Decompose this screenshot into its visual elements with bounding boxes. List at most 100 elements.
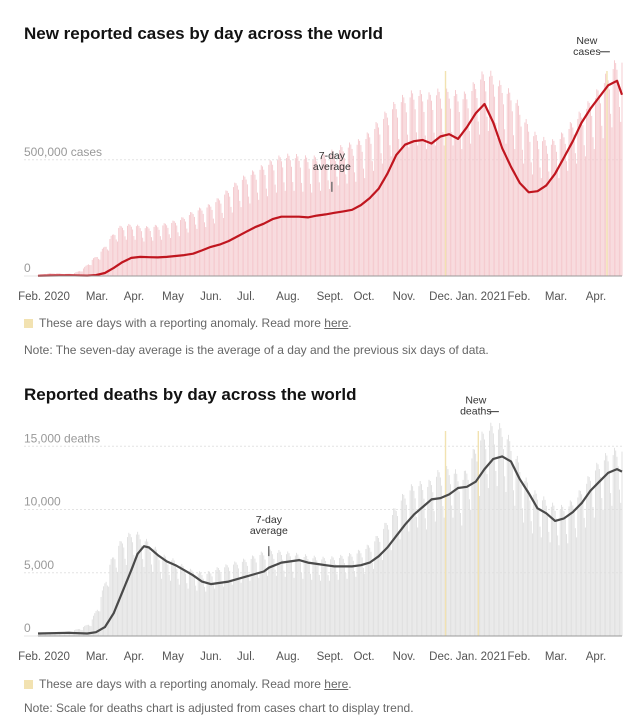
daily-bar [159,571,161,636]
daily-bar [178,584,180,636]
x-tick-label: Aug. [276,291,300,303]
daily-bar [539,167,541,276]
daily-bar [200,208,202,276]
daily-bar [510,100,512,276]
daily-bar [238,568,239,636]
daily-bar [433,132,435,276]
daily-bar [621,451,623,636]
daily-bar [433,511,435,636]
x-tick-label: Oct. [353,651,374,663]
daily-bar [526,124,528,276]
daily-bar [463,91,465,276]
daily-bar [419,480,421,636]
daily-bar [514,149,516,276]
daily-bar [463,470,465,636]
daily-bar [394,508,396,636]
daily-bar [439,477,441,636]
x-tick-label: Apr. [586,291,606,303]
anomaly-bar [606,71,608,276]
daily-bar [229,196,231,276]
daily-bar [91,259,93,276]
daily-bar [86,264,88,276]
deaths-read-more-link[interactable]: here [324,677,349,691]
daily-bar [597,90,599,276]
daily-bar [398,138,400,276]
daily-bar [508,434,509,636]
cases-read-more-link[interactable]: here [324,316,349,330]
daily-bar [400,500,402,636]
x-tick-label: Mar. [545,291,567,303]
daily-bar [214,223,216,276]
daily-bar [76,271,78,276]
daily-bar [384,522,386,636]
daily-bar [114,559,116,636]
y-tick-label: 500,000 cases [24,145,102,159]
daily-bar [475,453,477,636]
daily-bar [456,473,458,636]
daily-bar [326,565,328,636]
daily-bar [250,174,252,276]
daily-bar [146,538,147,636]
daily-bar [521,149,523,276]
daily-bar [571,123,572,276]
daily-bar [299,562,301,636]
daily-bar [88,264,89,276]
daily-bar [557,535,559,636]
daily-bar [293,190,295,276]
daily-bar [118,545,120,636]
daily-bar [40,634,41,636]
daily-bar [617,80,619,276]
daily-bar [465,470,467,636]
daily-bar [598,469,600,636]
daily-bar [43,633,45,636]
daily-bar [436,476,438,636]
daily-bar [598,95,600,276]
daily-bar [484,81,485,276]
daily-bar [414,498,416,636]
daily-bar [217,198,219,276]
daily-bar [180,220,181,276]
daily-bar [486,474,488,636]
daily-bar [562,133,564,276]
daily-bar [592,507,594,636]
daily-bar [566,534,567,636]
daily-bar [327,575,329,636]
daily-bar [254,558,256,636]
daily-bar [414,109,416,276]
daily-bar [450,484,451,636]
daily-bar [80,271,82,276]
daily-bar [540,537,542,636]
x-tick-label: Feb. 2020 [18,651,70,663]
daily-bar [81,271,83,276]
daily-bar [50,632,52,636]
x-tick-label: Apr. [586,651,606,663]
x-tick-label: Mar. [86,291,108,303]
daily-bar [422,101,424,277]
daily-bar [254,174,256,276]
daily-bar [354,571,356,636]
annotation-text: average [313,161,351,173]
daily-bar [415,132,417,276]
daily-bar [220,573,222,636]
daily-bar [350,554,352,636]
daily-bar [168,574,170,636]
daily-bar [167,564,169,636]
daily-bar [42,633,44,636]
daily-bar [132,229,134,276]
daily-bar [508,88,509,276]
daily-bar [228,567,229,636]
daily-bar [579,113,581,276]
daily-bar [385,113,387,276]
daily-bar [588,477,590,636]
daily-bar [152,571,154,636]
daily-bar [241,561,243,636]
daily-bar [111,234,113,276]
daily-bar [489,430,491,636]
daily-bar [397,117,398,277]
daily-bar [535,135,537,276]
daily-bar [564,517,566,636]
daily-bar [124,236,126,276]
daily-bar [516,99,518,277]
daily-bar [356,553,358,636]
